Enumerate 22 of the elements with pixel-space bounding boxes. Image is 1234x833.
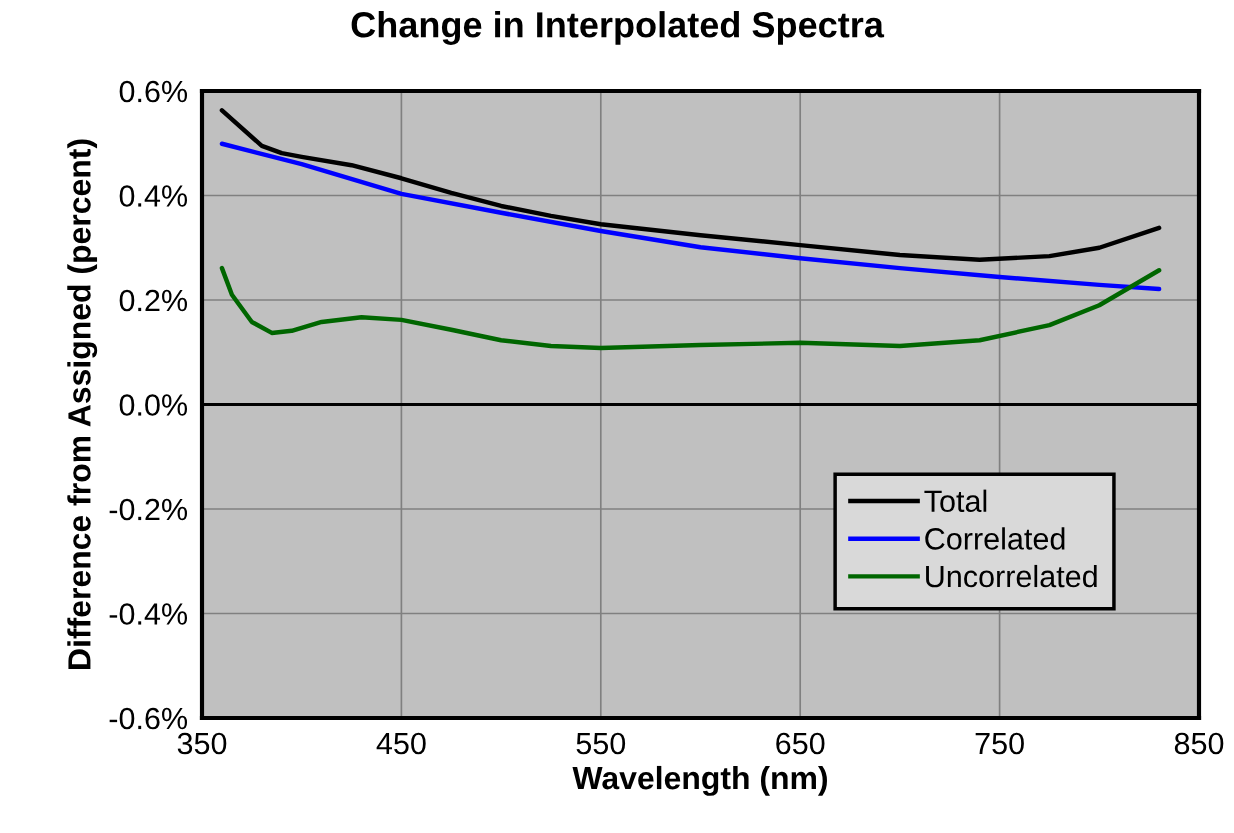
y-tick-label: -0.6%	[109, 707, 188, 730]
y-tick-label: 0.0%	[119, 394, 188, 416]
y-axis-title: Difference from Assigned (percent)	[67, 139, 98, 669]
y-tick-label: -0.2%	[109, 498, 188, 521]
line-series	[219, 108, 1162, 262]
y-tick-label: 0.4%	[119, 185, 188, 207]
y-tick-label: 0.6%	[119, 80, 188, 103]
legend-label: Total	[924, 489, 987, 513]
x-tick-label: 350	[177, 732, 227, 755]
legend-label: Correlated	[925, 527, 1065, 550]
x-axis-title: Wavelength (nm)	[572, 765, 827, 796]
x-tick-label: 650	[776, 732, 825, 755]
y-tick-label: -0.4%	[109, 603, 188, 625]
x-tick-label: 550	[576, 732, 626, 755]
line-series	[219, 265, 1162, 351]
y-tick-label: 0.2%	[119, 289, 188, 312]
chart-title: Change in Interpolated Spectra	[351, 11, 885, 45]
x-tick-label: 850	[1174, 732, 1224, 755]
legend-label: Uncorrelated	[926, 564, 1097, 588]
x-tick-label: 750	[975, 732, 1024, 755]
line-series	[219, 141, 1162, 292]
x-tick-label: 450	[376, 732, 426, 755]
